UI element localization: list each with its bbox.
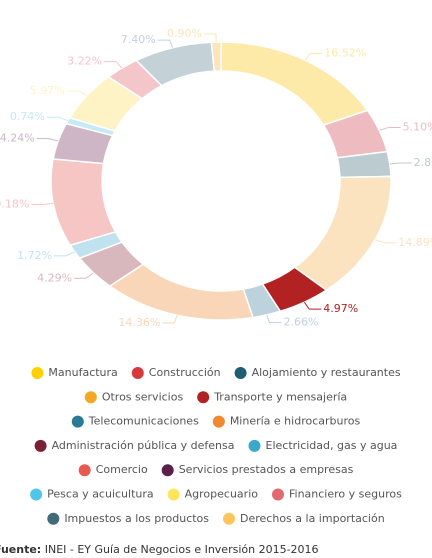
legend-swatch: [271, 488, 284, 501]
leader-line: [375, 239, 397, 244]
leader-line: [157, 39, 174, 48]
legend-swatch: [248, 439, 261, 452]
legend-row: Impuestos a los productos Derechos a la i…: [47, 512, 385, 525]
legend-label: Pesca y acuicultura: [47, 488, 153, 501]
leader-line: [162, 315, 178, 324]
data-label: 2.86%: [414, 156, 432, 169]
legend-swatch: [197, 391, 210, 404]
legend-row: Otros servicios Transporte y mensajería: [84, 390, 347, 404]
data-label: 14.36%: [118, 316, 160, 329]
slice: [293, 175, 392, 291]
legend-row: Pesca y acuicultura Agropecuario Financier…: [30, 488, 402, 501]
legend-label: Telecomunicaciones: [88, 415, 199, 428]
leader-line: [46, 116, 69, 122]
legend-swatch: [78, 464, 91, 477]
legend-row: Administración pública y defensa Electric…: [34, 439, 397, 452]
data-label: 2.66%: [283, 316, 318, 329]
legend-row: Comercio Servicios prestados a empresas: [78, 463, 354, 477]
legend-label: Agropecuario: [185, 488, 259, 501]
leader-line: [36, 138, 59, 142]
data-label: 4.29%: [37, 271, 72, 284]
slice: [210, 41, 222, 72]
legend-swatch: [234, 367, 247, 379]
data-label: 7.40%: [121, 33, 156, 46]
leader-line: [389, 162, 412, 165]
data-label: 3.22%: [67, 55, 102, 68]
legend-row: Manufactura Construcción Alojamiento y res…: [31, 366, 401, 379]
leader-line: [74, 272, 94, 279]
legend-swatch: [34, 439, 47, 452]
legend-swatch: [212, 415, 225, 428]
leader-line: [303, 301, 322, 310]
data-label: 14.89%: [398, 236, 432, 249]
legend-label: Administración pública y defensa: [52, 439, 235, 452]
data-label: 0.74%: [10, 110, 45, 123]
leader-line: [304, 52, 323, 61]
source: Fuente: INEI - EY Guía de Negocios e Inv…: [0, 543, 319, 556]
leader-line: [104, 61, 123, 69]
legend-swatch: [131, 367, 144, 379]
legend-label: Derechos a la importación: [240, 512, 385, 525]
leader-line: [54, 251, 75, 257]
legend-label: Electricidad, gas y agua: [265, 439, 397, 452]
data-label: 0.90%: [167, 27, 202, 40]
slice: [50, 158, 117, 247]
legend-label: Otros servicios: [102, 390, 184, 403]
legend-label: Minería e hidrocarburos: [230, 415, 361, 428]
legend-swatch: [71, 415, 84, 428]
legend-row: Telecomunicaciones Minería e hidrocarburo…: [71, 415, 361, 428]
leader-line: [379, 126, 401, 131]
legend-swatch: [30, 488, 43, 501]
leader-line: [266, 314, 282, 324]
legend-label: Financiero y seguros: [289, 488, 402, 501]
leader-line: [31, 202, 54, 205]
legend-label: Construcción: [149, 366, 221, 379]
source-label: Fuente:: [0, 543, 41, 556]
legend-label: Transporte y mensajería: [213, 390, 347, 403]
leader-line: [66, 90, 87, 97]
data-label: 10.18%: [0, 197, 29, 210]
data-label: 5.97%: [30, 84, 65, 97]
legend-swatch: [31, 367, 44, 379]
legend-swatch: [167, 488, 180, 501]
legend-swatch: [223, 512, 236, 525]
legend-label: Impuestos a los productos: [64, 512, 209, 525]
legend-swatch: [84, 391, 97, 404]
data-label: 1.72%: [17, 249, 52, 262]
legend-label: Servicios prestados a empresas: [179, 463, 354, 476]
legend-label: Comercio: [96, 463, 148, 476]
leader-line: [203, 33, 217, 43]
source-text: INEI - EY Guía de Negocios e Inversión 2…: [45, 543, 319, 556]
legend-label: Manufactura: [48, 366, 117, 379]
legend-swatch: [161, 464, 174, 477]
data-label: 4.97%: [323, 302, 358, 315]
legend-label: Alojamiento y restaurantes: [252, 366, 401, 379]
data-label: 5.10%: [403, 120, 432, 133]
legend-swatch: [47, 512, 60, 525]
data-label: 16.52%: [324, 46, 366, 59]
data-label: 4.24%: [0, 132, 35, 145]
